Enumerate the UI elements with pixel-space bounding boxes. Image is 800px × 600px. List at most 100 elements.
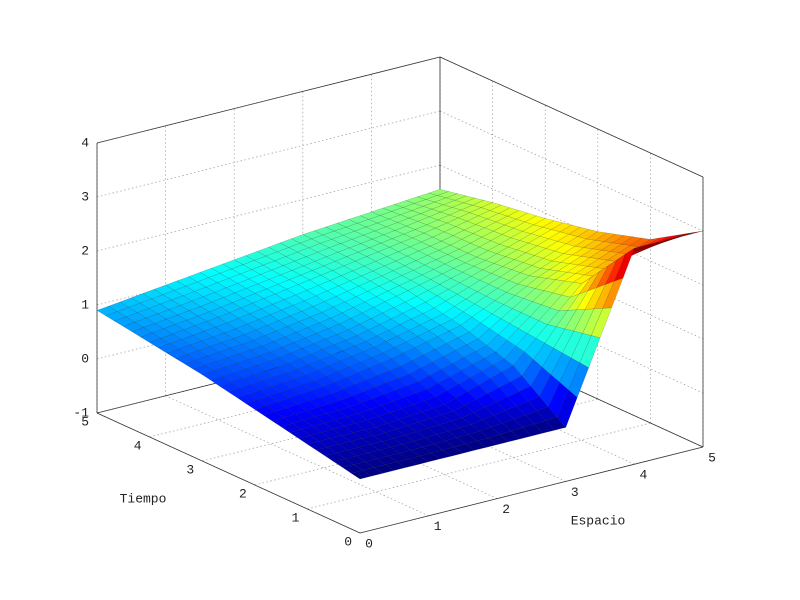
surface-patch	[417, 216, 439, 225]
surface-patch	[294, 410, 316, 421]
surface-patch	[527, 236, 550, 246]
surface-patch	[285, 369, 307, 380]
surface-patch	[458, 377, 480, 392]
surface-patch	[605, 253, 626, 285]
surface-patch	[408, 213, 430, 222]
x-tick-label: 2	[502, 502, 510, 517]
z-tick-label: 0	[81, 351, 89, 366]
surface-patch	[258, 314, 280, 326]
surface-patch	[436, 289, 458, 302]
surface-patch	[522, 423, 544, 437]
surface-patch	[260, 304, 282, 315]
surface-patch	[425, 336, 447, 350]
surface-patch	[489, 318, 511, 335]
surface-patch	[386, 251, 408, 262]
surface-patch	[399, 318, 421, 331]
surface-patch	[378, 280, 400, 292]
surface-patch	[337, 406, 359, 417]
y-tick-label: 4	[134, 438, 142, 453]
surface-patch	[329, 400, 351, 411]
surface-patch	[482, 263, 504, 274]
surface-patch	[414, 341, 436, 356]
surface-patch	[350, 470, 372, 480]
surface-patch	[440, 207, 462, 216]
surface-patch	[361, 435, 383, 445]
surface-patch	[443, 350, 465, 364]
surface-patch	[303, 261, 325, 271]
surface-patch	[478, 210, 500, 220]
y-tick-label: 0	[344, 534, 352, 549]
surface-patch	[324, 334, 346, 346]
surface-patch	[391, 352, 413, 367]
surface-patch	[524, 338, 546, 360]
surface-patch	[556, 234, 579, 244]
surface-patch	[334, 256, 356, 267]
x-tick-label: 1	[434, 519, 442, 534]
x-tick-label: 5	[708, 450, 716, 465]
surface-patch	[441, 235, 463, 246]
surface-patch	[281, 305, 303, 317]
surface-patch	[422, 307, 444, 320]
surface-patch	[434, 197, 456, 205]
surface-patch	[327, 444, 349, 454]
surface-patch	[356, 219, 378, 228]
grid-line	[307, 422, 651, 510]
surface-patch	[177, 310, 199, 321]
surface-patch	[254, 288, 276, 299]
surface-patch	[438, 245, 460, 255]
surface-patch	[493, 256, 515, 267]
surface-patch	[186, 315, 208, 326]
surface-patch	[458, 243, 480, 254]
surface-patch	[362, 230, 385, 240]
surface-patch	[409, 367, 431, 382]
surface-patch	[374, 341, 396, 354]
surface-patch	[648, 239, 669, 248]
surface-patch	[96, 306, 118, 316]
surface-patch	[336, 329, 358, 341]
surface-patch	[475, 345, 497, 359]
surface-patch	[322, 344, 344, 356]
surface-patch	[184, 359, 206, 370]
surface-patch	[397, 217, 419, 227]
surface-patch	[107, 301, 130, 312]
surface-patch	[488, 434, 509, 445]
x-tick-label: 4	[639, 468, 647, 483]
surface-patch	[513, 414, 535, 428]
surface-patch	[251, 380, 272, 391]
surface-patch	[471, 200, 494, 208]
surface-patch	[219, 382, 241, 393]
surface-patch	[145, 313, 167, 324]
surface-patch	[370, 312, 392, 325]
surface-patch	[140, 332, 162, 343]
surface-patch	[620, 236, 643, 246]
surface-patch	[314, 256, 336, 267]
surface-patch	[433, 440, 455, 451]
surface-patch	[130, 293, 152, 304]
surface-patch	[210, 376, 232, 387]
surface-patch	[246, 319, 268, 331]
surface-patch	[289, 429, 311, 439]
surface-patch	[536, 406, 558, 421]
surface-patch	[275, 326, 297, 338]
surface-patch	[298, 316, 320, 328]
y-tick-label: 1	[292, 510, 300, 525]
surface-patch	[175, 354, 197, 365]
surface-patch	[473, 407, 495, 421]
surface-patch	[171, 295, 193, 306]
surface-patch	[295, 290, 317, 301]
surface-patch	[378, 412, 400, 424]
surface-patch	[270, 347, 292, 358]
surface-patch	[180, 300, 202, 311]
surface-patch	[186, 350, 208, 361]
surface-patch	[114, 316, 136, 327]
surface-patch	[424, 434, 446, 445]
surface-patch	[323, 419, 345, 430]
z-tick-label: 1	[81, 297, 89, 312]
y-tick-label: 5	[81, 414, 89, 429]
surface-patch	[441, 410, 463, 422]
surface-patch	[228, 388, 250, 398]
surface-patch	[548, 231, 570, 242]
surface-patch	[347, 285, 368, 297]
surface-patch	[568, 362, 589, 398]
surface-patch	[116, 307, 138, 318]
